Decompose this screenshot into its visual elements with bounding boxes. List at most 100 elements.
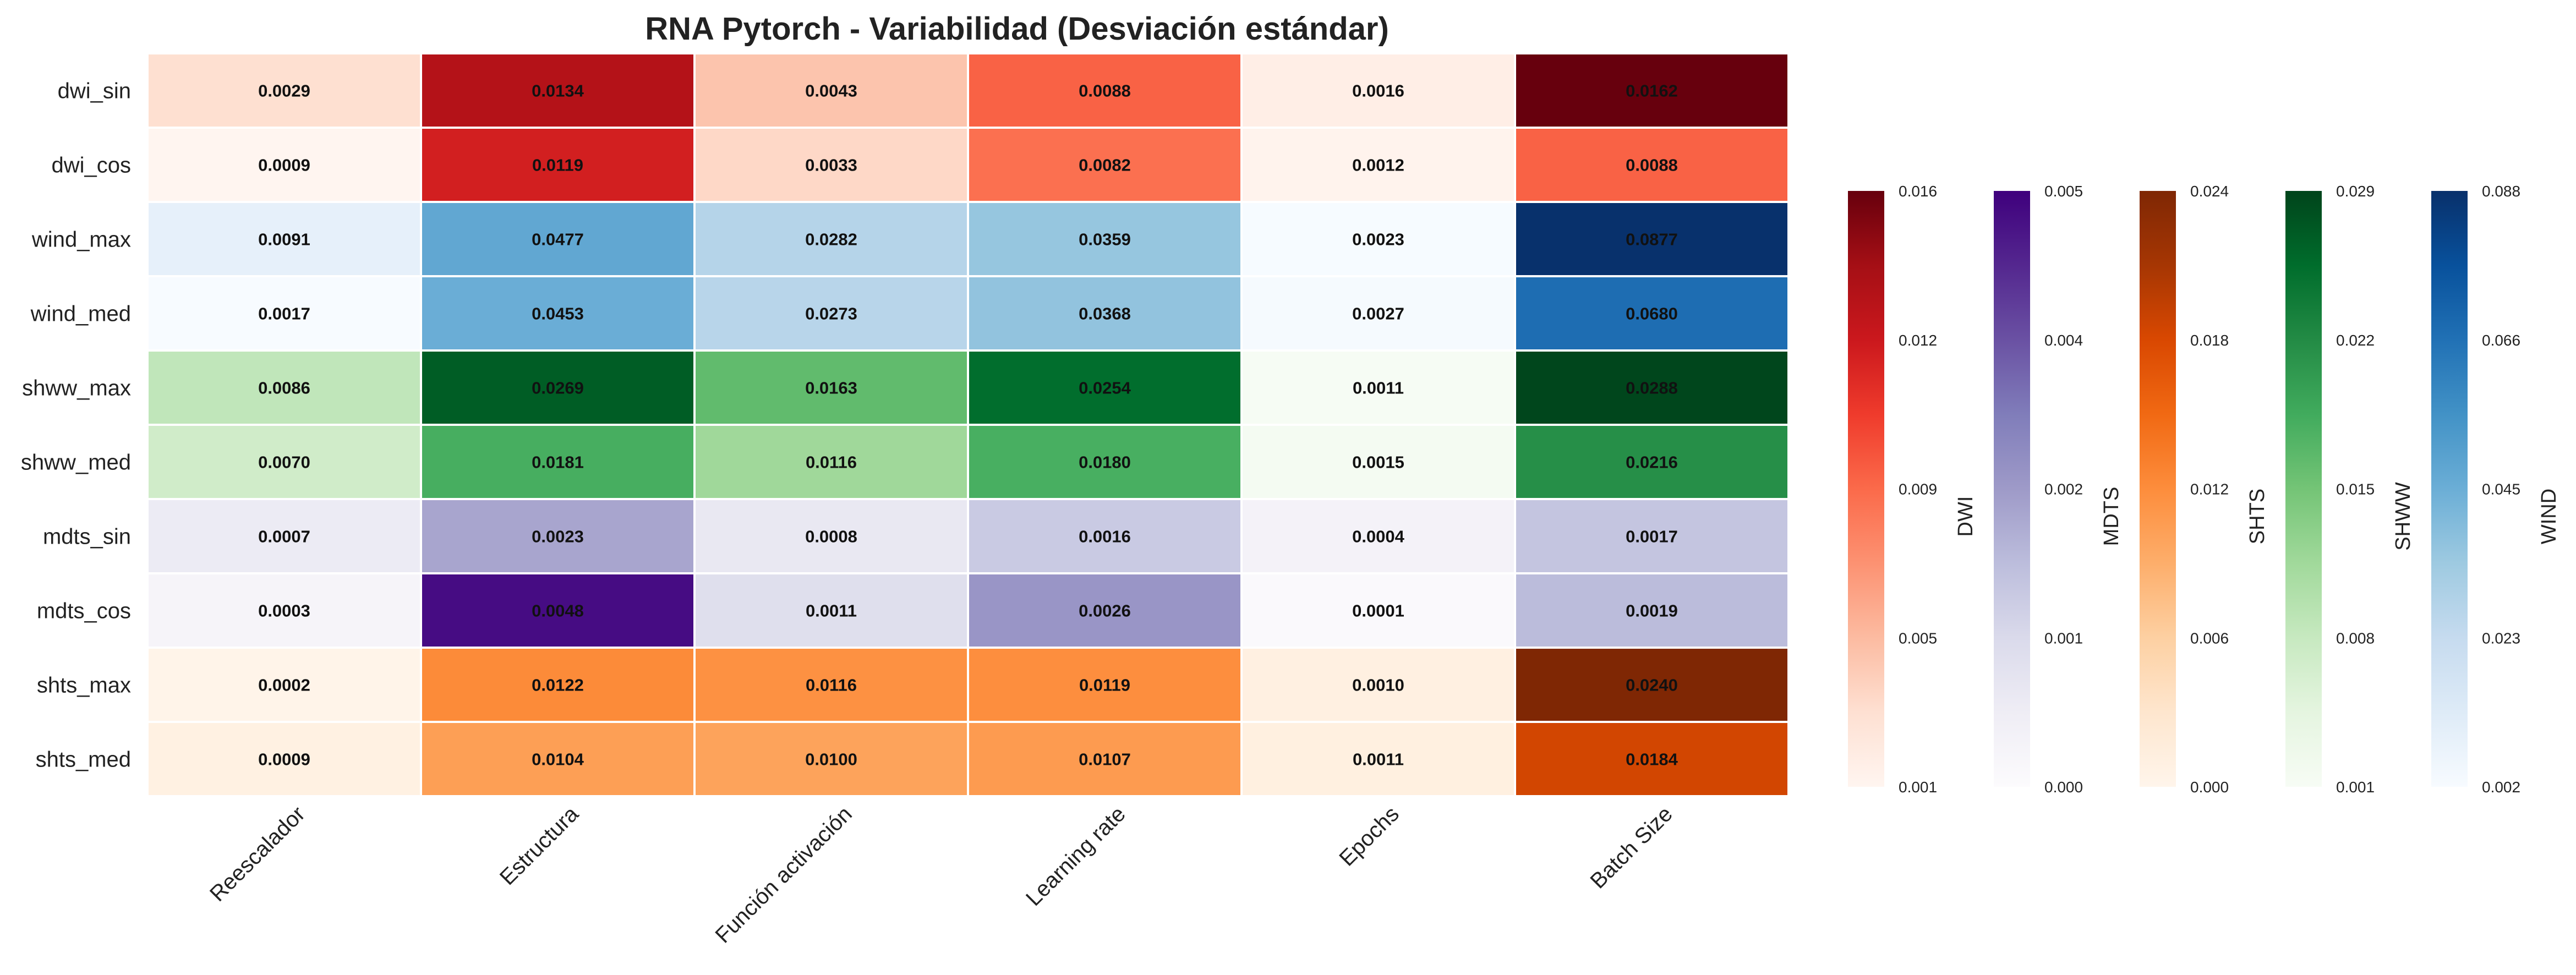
cell-value-label: 0.0680 — [1626, 304, 1678, 324]
cell-value-label: 0.0254 — [1079, 379, 1131, 398]
heatmap-cell — [693, 572, 969, 649]
heatmap-cell — [1514, 647, 1790, 723]
heatmap-cells: 0.0029 0.0134 0.0043 0.0088 0.0016 0.0162 0.00… — [146, 52, 1790, 797]
cell-value-label: 0.0119 — [532, 156, 583, 175]
colorbar-tick-label: 0.018 — [2190, 332, 2229, 349]
heatmap-cell — [1514, 52, 1790, 129]
heatmap-cell — [1514, 721, 1790, 797]
cell-value-label: 0.0119 — [1079, 676, 1130, 695]
cell-value-label: 0.0273 — [805, 304, 857, 324]
colorbar-tick-label: 0.002 — [2482, 779, 2520, 796]
colorbar-label: MDTS — [2100, 487, 2123, 546]
row-label: dwi_cos — [51, 154, 131, 178]
cell-value-label: 0.0082 — [1079, 156, 1131, 175]
cell-value-label: 0.0163 — [805, 379, 857, 398]
cell-value-label: 0.0007 — [258, 527, 310, 546]
cell-value-label: 0.0359 — [1079, 230, 1131, 249]
heatmap-cell — [420, 127, 696, 203]
heatmap-cell — [146, 572, 422, 649]
heatmap-cell — [146, 647, 422, 723]
cell-value-label: 0.0107 — [1079, 750, 1131, 769]
heatmap-cell — [146, 424, 422, 500]
colorbar-tick-label: 0.006 — [2190, 629, 2229, 647]
cell-value-label: 0.0269 — [532, 379, 584, 398]
heatmap-cell — [1240, 349, 1516, 426]
cell-value-label: 0.0288 — [1626, 379, 1678, 398]
cell-value-label: 0.0048 — [532, 601, 584, 621]
heatmap-cell — [693, 721, 969, 797]
heatmap-cell — [967, 275, 1243, 352]
heatmap-cell — [146, 498, 422, 574]
heatmap-cell — [1240, 275, 1516, 352]
colorbar-tick-label: 0.009 — [1899, 481, 1937, 498]
colorbar-tick-label: 0.022 — [2336, 332, 2375, 349]
colorbar-tick-label: 0.088 — [2482, 183, 2520, 200]
cell-value-label: 0.0003 — [258, 601, 310, 621]
cell-value-label: 0.0162 — [1626, 81, 1678, 101]
colorbar-tick-label: 0.001 — [2044, 629, 2083, 647]
heatmap-cell — [967, 498, 1243, 574]
heatmap-cell — [967, 572, 1243, 649]
colorbar-tick-label: 0.001 — [2336, 779, 2375, 796]
column-label: Función activación — [710, 802, 856, 947]
cell-value-label: 0.0029 — [258, 81, 310, 101]
colorbar-tick-label: 0.016 — [1899, 183, 1937, 200]
cell-value-label: 0.0015 — [1352, 453, 1404, 472]
row-label: shts_max — [37, 673, 131, 698]
colorbars: 0.016 0.012 0.009 0.005 0.001 DWI 0.005 0.004 0.… — [1848, 183, 2561, 796]
cell-value-label: 0.0240 — [1626, 676, 1678, 695]
heatmap-cell — [1514, 127, 1790, 203]
row-label: wind_max — [31, 228, 131, 252]
cell-value-label: 0.0181 — [532, 453, 584, 472]
cell-value-label: 0.0116 — [806, 453, 857, 472]
cell-value-label: 0.0116 — [806, 676, 857, 695]
cell-value-label: 0.0011 — [1353, 750, 1404, 769]
colorbar-tick-label: 0.029 — [2336, 183, 2375, 200]
colorbar-tick-label: 0.023 — [2482, 629, 2520, 647]
row-label: shts_med — [36, 748, 131, 772]
cell-value-label: 0.0086 — [258, 379, 310, 398]
row-label: dwi_sin — [58, 79, 131, 103]
colorbar-tick-label: 0.015 — [2336, 481, 2375, 498]
cell-value-label: 0.0216 — [1626, 453, 1678, 472]
colorbar-tick-label: 0.004 — [2044, 332, 2083, 349]
column-label: Learning rate — [1021, 802, 1130, 911]
row-label: mdts_sin — [43, 525, 131, 549]
row-label: mdts_cos — [37, 599, 131, 623]
cell-value-label: 0.0023 — [532, 527, 584, 546]
heatmap-cell — [967, 201, 1243, 277]
column-label: Batch Size — [1586, 802, 1677, 893]
row-label: shww_med — [21, 451, 131, 475]
colorbar-tick-label: 0.045 — [2482, 481, 2520, 498]
heatmap-cell — [146, 52, 422, 129]
colorbar-tick-label: 0.008 — [2336, 629, 2375, 647]
cell-value-label: 0.0010 — [1352, 676, 1404, 695]
cell-value-label: 0.0026 — [1079, 601, 1131, 621]
colorbar-tick-label: 0.002 — [2044, 481, 2083, 498]
colorbar-tick-label: 0.001 — [1899, 779, 1937, 796]
heatmap-cell — [1514, 498, 1790, 574]
cell-value-label: 0.0088 — [1626, 156, 1678, 175]
colorbar-tick-label: 0.005 — [2044, 183, 2083, 200]
colorbar-tick-label: 0.005 — [1899, 629, 1937, 647]
cell-value-label: 0.0002 — [258, 676, 310, 695]
colorbar-label: SHWW — [2392, 482, 2415, 551]
cell-value-label: 0.0017 — [258, 304, 310, 324]
heatmap-cell — [1240, 201, 1516, 277]
heatmap-cell — [420, 275, 696, 352]
cell-value-label: 0.0122 — [532, 676, 584, 695]
cell-value-label: 0.0009 — [258, 156, 310, 175]
heatmap-cell — [693, 647, 969, 723]
cell-value-label: 0.0184 — [1626, 750, 1678, 769]
colorbar-dwi — [1848, 191, 1884, 787]
colorbar-label: SHTS — [2246, 489, 2269, 544]
cell-value-label: 0.0477 — [532, 230, 584, 249]
colorbar-tick-label: 0.000 — [2044, 779, 2083, 796]
column-labels: Reescalador Estructura Función activación L… — [205, 802, 1677, 948]
colorbar-shts — [2140, 191, 2176, 787]
cell-value-label: 0.0180 — [1079, 453, 1131, 472]
row-label: shww_max — [22, 376, 131, 401]
cell-value-label: 0.0091 — [258, 230, 310, 249]
colorbar-tick-label: 0.066 — [2482, 332, 2520, 349]
heatmap-cell — [1514, 424, 1790, 500]
